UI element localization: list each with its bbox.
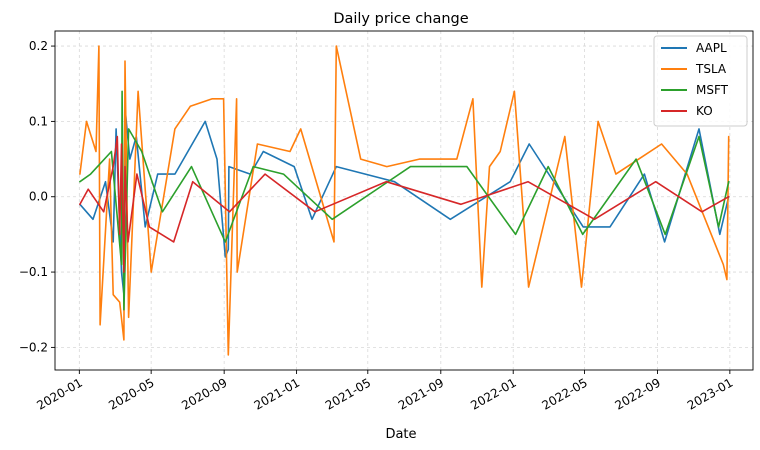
legend: AAPL TSLA MSFT KO — [653, 35, 748, 127]
legend-label-aapl: AAPL — [696, 41, 727, 55]
plot-frame — [54, 30, 754, 371]
series-line-aapl — [79, 113, 730, 296]
x-axis-title: Date — [385, 427, 416, 442]
series-lines — [79, 45, 730, 356]
series-line-ko — [79, 135, 730, 273]
series-line-msft — [79, 90, 730, 311]
series-line-tsla — [79, 45, 730, 356]
y-tick-label: 0.1 — [29, 114, 48, 128]
y-tick-label: 0.2 — [29, 39, 48, 53]
chart-title: Daily price change — [333, 11, 468, 27]
y-tick-label: −0.1 — [19, 265, 48, 279]
legend-label-msft: MSFT — [696, 83, 729, 97]
legend-label-ko: KO — [696, 104, 713, 118]
legend-box — [653, 35, 748, 127]
legend-label-tsla: TSLA — [695, 62, 727, 76]
y-tick-label: −0.2 — [19, 340, 48, 354]
y-tick-label: 0.0 — [29, 190, 48, 204]
y-axis: −0.2 −0.1 0.0 0.1 0.2 — [19, 39, 55, 354]
